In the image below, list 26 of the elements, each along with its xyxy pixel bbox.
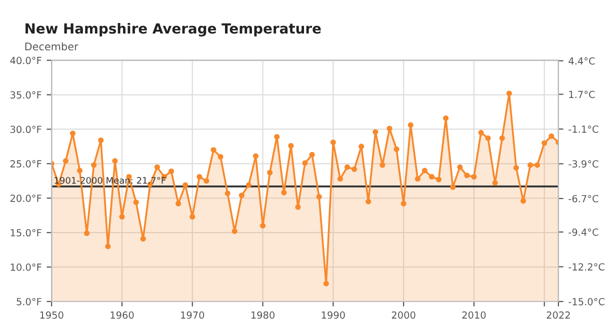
y2-tick-label: -12.2°C [568,263,604,271]
y-tick-label: 20.0°F [10,194,42,202]
y-tick-label: 25.0°F [10,160,42,168]
y2-tick-label: -15.0°C [568,298,604,306]
y2-tick-label: -1.1°C [568,126,598,133]
y-tick-label: 10.0°F [10,264,42,271]
x-tick-label: 2000 [392,311,416,319]
x-tick-label: 1980 [251,311,275,319]
y-tick-label: 35.0°F [10,91,42,99]
y2-tick-label: -9.4°C [568,228,598,236]
x-tick-label: 2022 [546,311,570,319]
y-tick-label: 30.0°F [10,126,42,134]
y-tick-label: 40.0°F [10,56,42,64]
x-tick-label: 2010 [462,311,486,319]
chart-title: New Hampshire Average Temperature [26,22,321,36]
chart-subtitle: December [25,42,78,50]
y2-tick-label: 4.4°C [568,57,595,65]
y2-tick-label: 1.7°C [569,90,595,98]
x-tick-label: 1950 [40,311,64,319]
y2-tick-label: -6.7°C [568,194,598,202]
x-tick-label: 1960 [110,311,134,319]
y-tick-label: 15.0°F [10,229,42,236]
y-tick-label: 5.0°F [16,298,42,306]
x-tick-label: 1970 [181,311,204,319]
x-tick-label: 1990 [322,311,345,319]
y2-tick-label: -3.9°C [568,160,598,168]
